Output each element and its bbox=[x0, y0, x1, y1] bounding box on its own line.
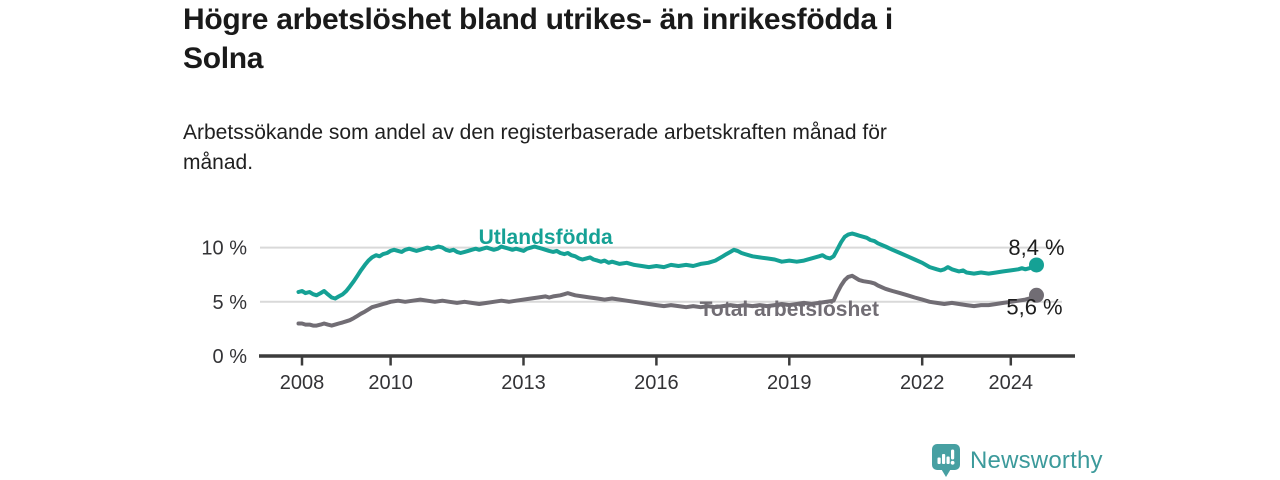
x-tick-label-2022: 2022 bbox=[900, 372, 945, 394]
series-end-label-total-arbetsloshet: 5,6 % bbox=[1006, 294, 1062, 319]
series-label-utlandsfodda: Utlandsfödda bbox=[479, 226, 613, 249]
x-tick-label-2008: 2008 bbox=[280, 372, 325, 394]
x-tick-label-2016: 2016 bbox=[634, 372, 679, 394]
series-end-dot-utlandsfodda bbox=[1028, 257, 1044, 273]
x-tick-label-2013: 2013 bbox=[501, 372, 546, 394]
series-label-total-arbetsloshet: Total arbetslöshet bbox=[700, 298, 879, 321]
chart-subtitle: Arbetssökande som andel av den registerb… bbox=[183, 121, 887, 174]
chart-title: Högre arbetslöshet bland utrikes- än inr… bbox=[183, 3, 893, 75]
y-tick-label-5: 5 % bbox=[213, 292, 248, 314]
series-line-total-arbetsloshet bbox=[296, 273, 1039, 328]
x-tick-label-2010: 2010 bbox=[368, 372, 413, 394]
newsworthy-logo-text: Newsworthy bbox=[970, 447, 1103, 474]
y-tick-label-0: 0 % bbox=[213, 346, 248, 368]
x-tick-label-2019: 2019 bbox=[767, 372, 812, 394]
x-tick-label-2024: 2024 bbox=[989, 372, 1034, 394]
newsworthy-logo-icon bbox=[932, 444, 960, 477]
newsworthy-logo: Newsworthy bbox=[931, 443, 1103, 479]
y-tick-label-10: 10 % bbox=[201, 238, 247, 260]
series-line-utlandsfodda bbox=[296, 231, 1039, 301]
series-end-dot-total-arbetsloshet bbox=[1028, 287, 1044, 303]
series-end-label-utlandsfodda: 8,4 % bbox=[1008, 235, 1064, 260]
